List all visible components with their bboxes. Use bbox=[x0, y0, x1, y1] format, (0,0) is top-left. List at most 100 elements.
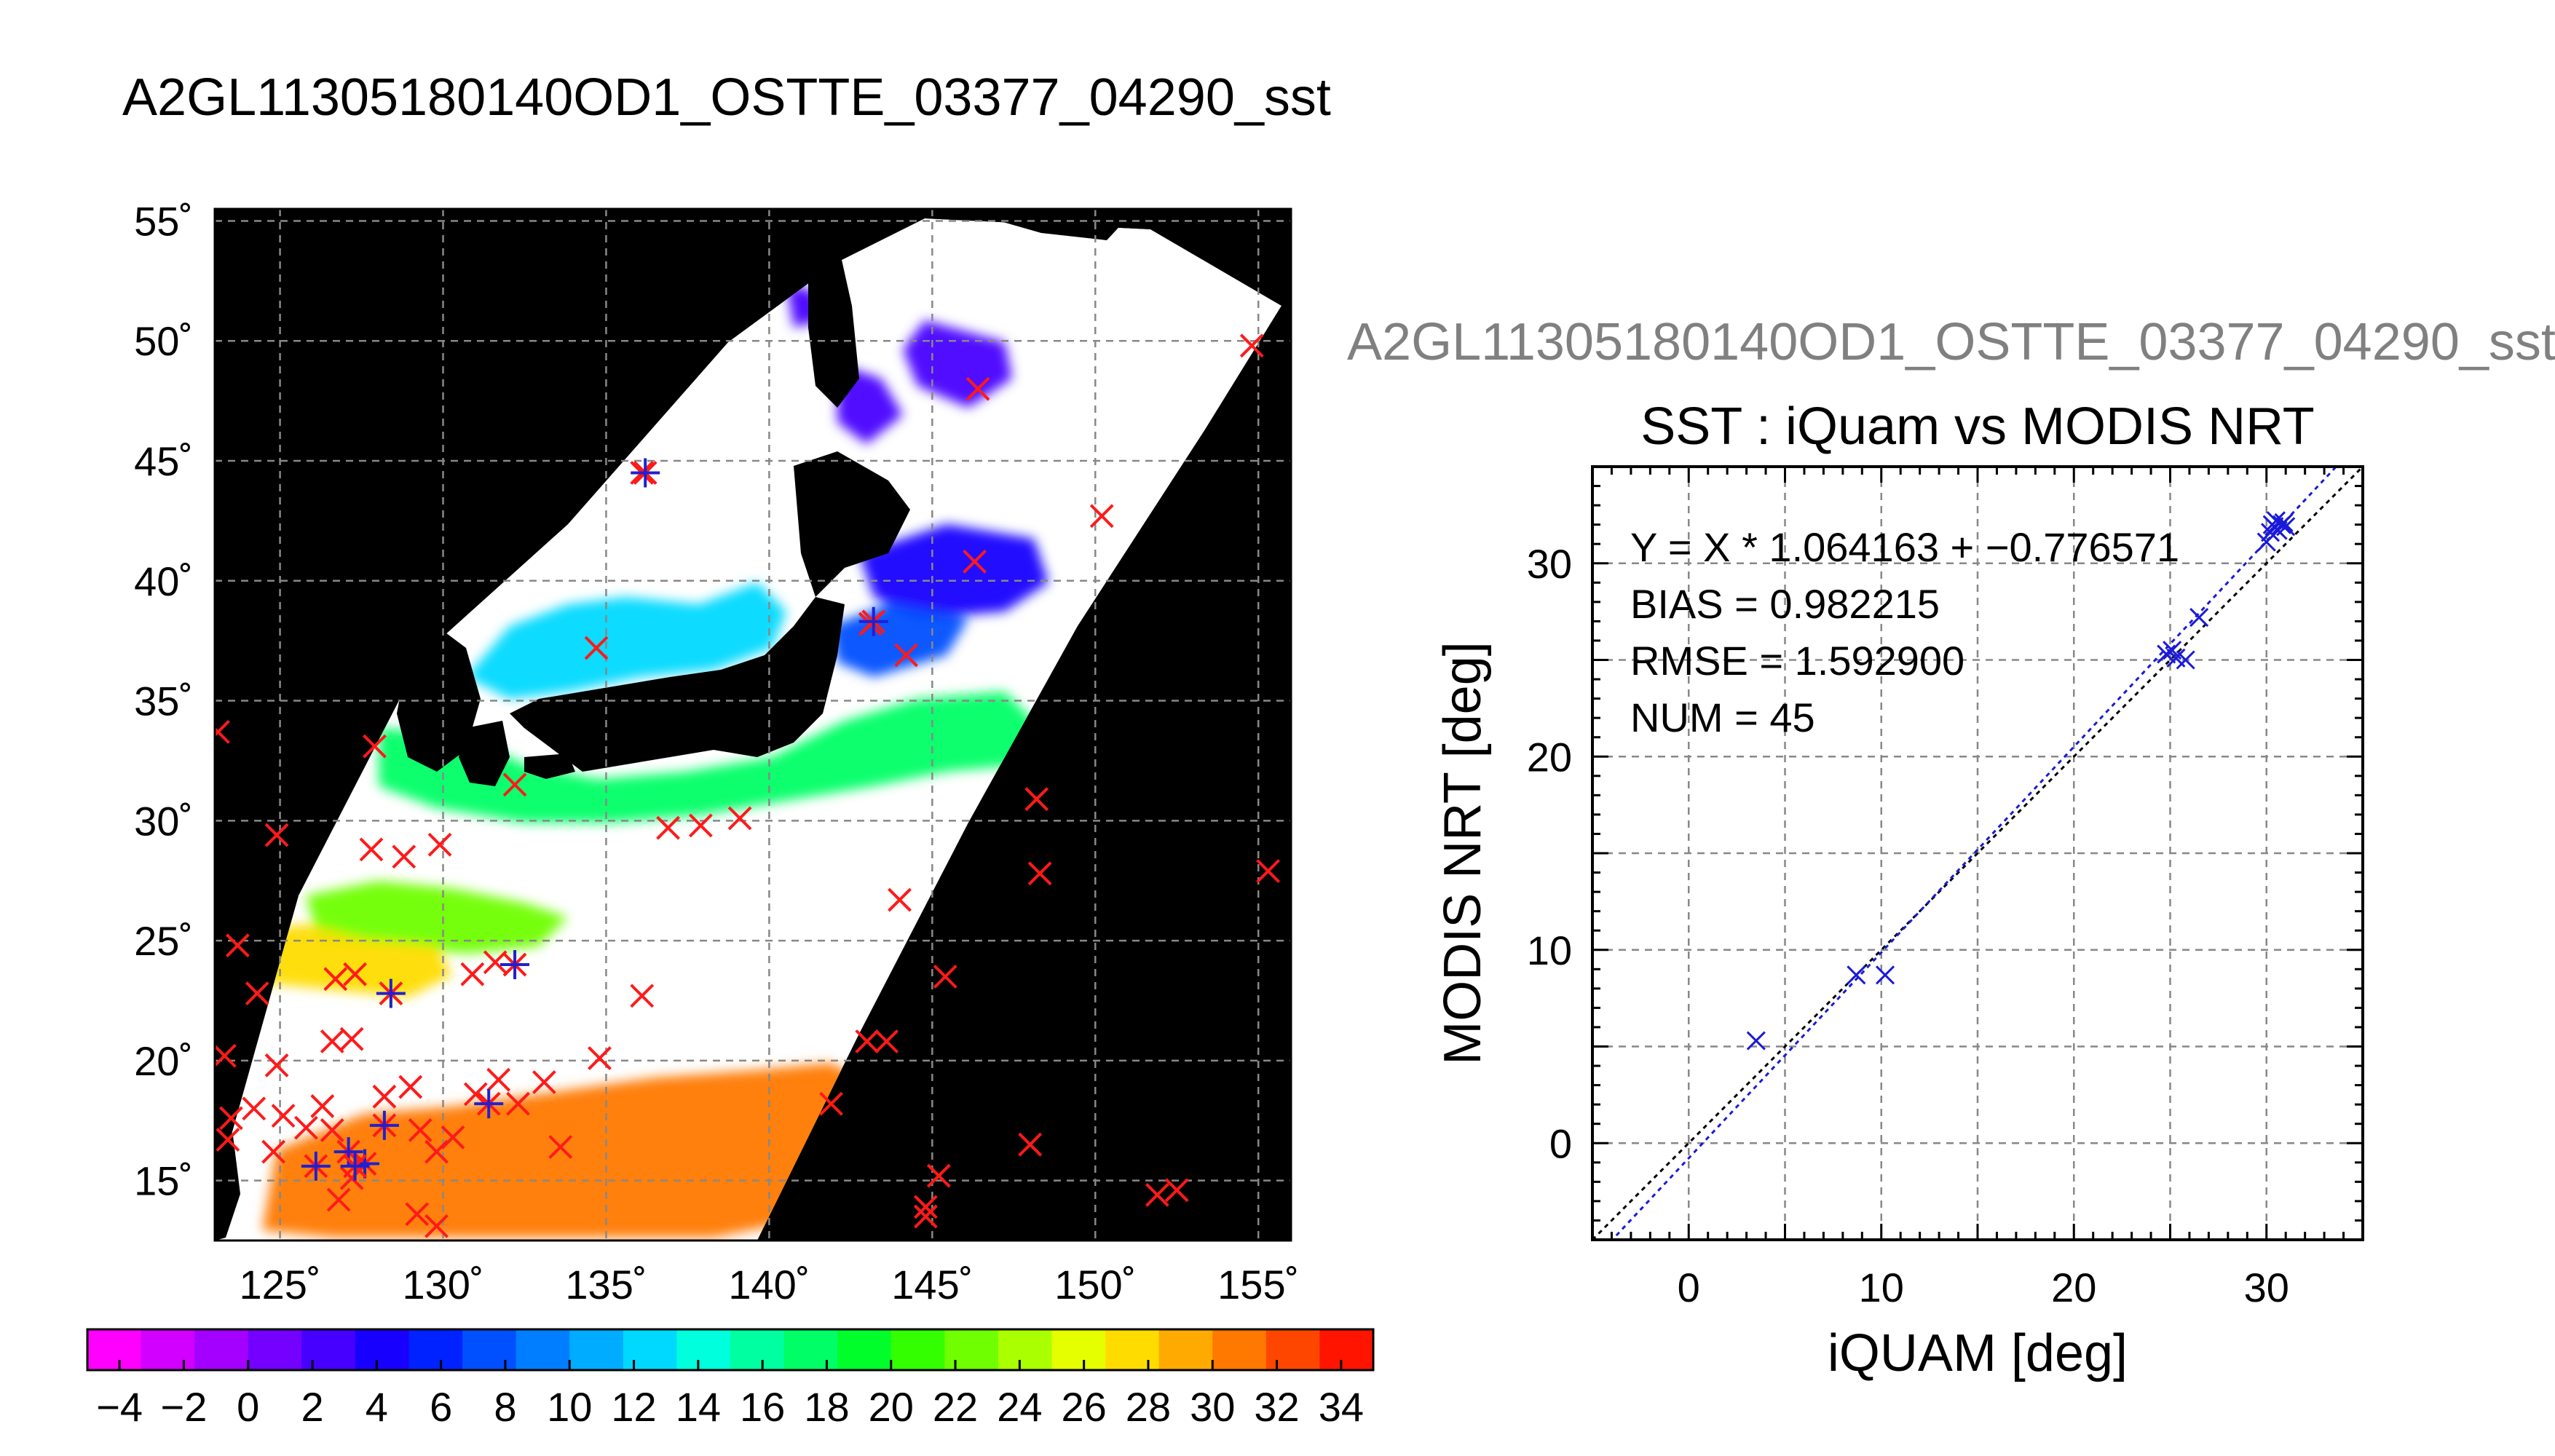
lat-tick-label: 30˚ bbox=[134, 798, 193, 844]
red-x-marker bbox=[894, 643, 918, 668]
lat-tick-label: 50˚ bbox=[134, 318, 193, 364]
scatter-minor-ticks bbox=[1591, 465, 2364, 1241]
stats-annotations: Y = X * 1.064163 + −0.776571 BIAS = 0.982… bbox=[1630, 524, 2179, 740]
marker-stroke bbox=[215, 719, 230, 737]
red-x-marker bbox=[819, 1091, 843, 1116]
colorbar-tick-label: 20 bbox=[869, 1384, 914, 1430]
marker-stroke bbox=[242, 1096, 266, 1121]
red-x-marker bbox=[264, 1053, 289, 1077]
marker-stroke bbox=[339, 1026, 364, 1051]
red-x-marker bbox=[688, 813, 713, 838]
scatter-tick-labels: 0 10 20 30 0 10 20 30 bbox=[1527, 541, 2289, 1310]
colorbar-cell bbox=[248, 1329, 302, 1370]
marker-stroke bbox=[548, 1135, 573, 1159]
marker-stroke bbox=[310, 1094, 335, 1118]
colorbar-cell bbox=[676, 1329, 731, 1370]
marker-stroke bbox=[1024, 787, 1049, 812]
marker-stroke bbox=[323, 967, 348, 992]
red-x-marker bbox=[225, 933, 250, 958]
scatter-point bbox=[2276, 517, 2296, 537]
marker-stroke bbox=[408, 1117, 433, 1142]
colorbar-cell bbox=[355, 1329, 409, 1370]
marker-stroke bbox=[460, 962, 485, 986]
red-x-marker bbox=[242, 1096, 266, 1121]
red-x-marker bbox=[261, 1139, 286, 1164]
red-x-marker bbox=[855, 1029, 880, 1053]
colorbar-frame bbox=[86, 1328, 1375, 1372]
red-x-marker bbox=[310, 1094, 335, 1118]
red-x-marker bbox=[630, 984, 655, 1008]
red-x-marker bbox=[339, 1026, 364, 1051]
colorbar-cell bbox=[1158, 1329, 1213, 1370]
colorbar-cell bbox=[944, 1329, 999, 1370]
red-x-marker bbox=[963, 550, 987, 574]
point-stroke bbox=[2266, 511, 2286, 531]
land-taiwan bbox=[218, 914, 232, 961]
colorbar-cell bbox=[1265, 1329, 1320, 1370]
scatter-point bbox=[2274, 513, 2294, 533]
red-x-marker bbox=[913, 1204, 938, 1229]
red-x-marker bbox=[320, 1117, 344, 1142]
scatter-point bbox=[2157, 644, 2176, 664]
marker-stroke bbox=[441, 1125, 465, 1150]
red-x-marker bbox=[727, 806, 752, 831]
colorbar-cell bbox=[301, 1329, 356, 1370]
colorbar-cell bbox=[408, 1329, 463, 1370]
marker-stroke bbox=[215, 1043, 237, 1068]
red-x-marker bbox=[245, 981, 269, 1005]
red-x-marker bbox=[1145, 1182, 1169, 1207]
colorbar-tick-label: 8 bbox=[494, 1384, 516, 1430]
colorbar-tick-label: 10 bbox=[547, 1384, 592, 1430]
marker-stroke bbox=[1018, 1132, 1043, 1157]
marker-stroke bbox=[1256, 859, 1281, 883]
marker-stroke bbox=[874, 1029, 899, 1053]
scatter-point bbox=[2189, 608, 2209, 628]
colorbar-tick-label: 18 bbox=[804, 1384, 849, 1430]
marker-stroke bbox=[363, 734, 387, 759]
red-x-marker bbox=[293, 1115, 318, 1140]
lon-tick-label: 140˚ bbox=[728, 1262, 810, 1307]
scatter-title: SST : iQuam vs MODIS NRT bbox=[1640, 397, 2315, 456]
blue-star-marker bbox=[369, 1110, 399, 1140]
blue-star-marker bbox=[301, 1151, 331, 1181]
lat-tick-label: 40˚ bbox=[134, 558, 193, 604]
one-to-one-line bbox=[1592, 467, 2363, 1240]
marker-stroke bbox=[424, 1214, 449, 1238]
marker-stroke bbox=[819, 1091, 843, 1116]
lon-tick-label: 125˚ bbox=[240, 1262, 321, 1307]
y-tick-label: 10 bbox=[1527, 927, 1572, 973]
marker-stroke bbox=[502, 772, 527, 797]
sst-region-philippine-sea-south bbox=[262, 1063, 859, 1238]
red-x-marker bbox=[1089, 504, 1114, 529]
scatter-points bbox=[1746, 511, 2296, 1051]
lat-tick-label: 35˚ bbox=[134, 678, 193, 724]
marker-stroke bbox=[486, 1067, 511, 1092]
sst-region-kuroshio bbox=[379, 692, 1034, 823]
red-x-marker bbox=[392, 844, 416, 869]
marker-stroke bbox=[532, 1070, 556, 1094]
red-x-marker bbox=[343, 962, 368, 986]
lat-tick-label: 55˚ bbox=[134, 198, 193, 244]
colorbar-tick-label: 30 bbox=[1190, 1384, 1235, 1430]
sst-region-east-china-sea bbox=[306, 881, 568, 954]
colorbar-cell bbox=[891, 1329, 945, 1370]
marker-stroke bbox=[894, 643, 918, 668]
land-korea bbox=[397, 626, 481, 772]
point-stroke bbox=[2189, 608, 2209, 628]
lon-tick-label: 130˚ bbox=[402, 1262, 483, 1307]
colorbar-tick-label: 24 bbox=[997, 1384, 1042, 1430]
marker-stroke bbox=[913, 1195, 938, 1219]
red-x-marker bbox=[926, 1163, 951, 1188]
red-x-marker bbox=[372, 1084, 397, 1109]
point-stroke bbox=[2260, 523, 2280, 542]
marker-stroke bbox=[264, 1053, 289, 1077]
red-x-marker bbox=[271, 1104, 296, 1128]
marker-stroke bbox=[392, 844, 416, 869]
red-x-marker bbox=[656, 815, 680, 840]
marker-stroke bbox=[588, 1046, 612, 1070]
y-tick-label: 20 bbox=[1527, 734, 1572, 780]
marker-stroke bbox=[913, 1204, 938, 1229]
colorbar-tick-label: 0 bbox=[237, 1384, 259, 1430]
stats-annotation: RMSE = 1.592900 bbox=[1630, 638, 1964, 684]
marker-stroke bbox=[343, 962, 368, 986]
